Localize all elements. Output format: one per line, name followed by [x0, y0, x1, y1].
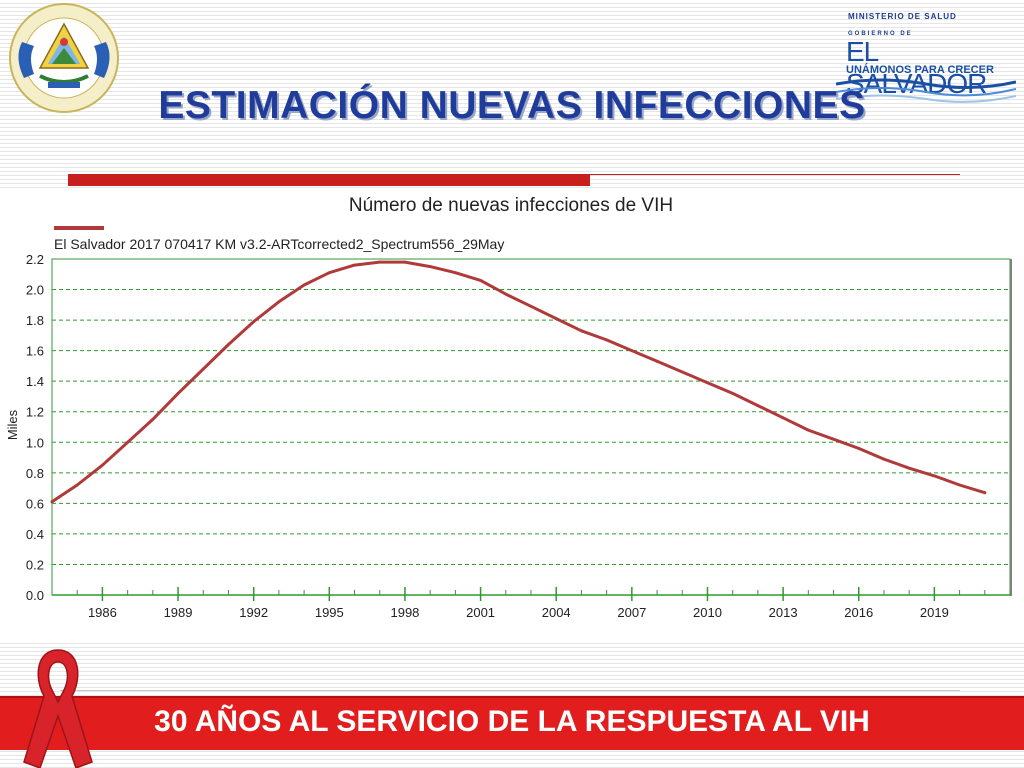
data-point	[680, 370, 684, 374]
x-tick-label: 1998	[390, 605, 419, 620]
data-point	[302, 283, 306, 287]
data-point	[655, 359, 659, 363]
y-tick-label: 0.0	[26, 588, 44, 603]
data-point	[983, 491, 987, 495]
x-tick-label: 2016	[844, 605, 873, 620]
data-point	[176, 392, 180, 395]
legend-label: El Salvador 2017 070417 KM v3.2-ARTcorre…	[54, 236, 504, 252]
line-chart: Número de nuevas infecciones de VIH El S…	[5, 195, 1012, 620]
data-point	[781, 416, 785, 420]
data-point	[504, 292, 508, 296]
el-salvador-seal-logo	[9, 3, 119, 113]
series-line	[50, 260, 987, 504]
x-tick-label: 1989	[164, 605, 193, 620]
x-tick-label: 2004	[542, 605, 571, 620]
data-point	[50, 500, 54, 504]
data-point	[630, 349, 634, 353]
y-tick-label: 1.6	[26, 344, 44, 359]
chart-title: Número de nuevas infecciones de VIH	[349, 195, 673, 216]
data-point	[806, 428, 810, 432]
waves-icon	[836, 78, 1016, 103]
y-tick-label: 0.2	[26, 557, 44, 572]
data-point	[277, 300, 281, 304]
data-point	[529, 304, 533, 308]
data-point	[403, 260, 407, 264]
y-tick-label: 0.6	[26, 496, 44, 511]
data-point	[227, 343, 230, 346]
y-tick-label: 1.0	[26, 435, 44, 450]
data-point	[882, 457, 886, 461]
data-point	[731, 392, 735, 395]
data-point	[580, 329, 583, 333]
plot-area	[51, 258, 1011, 596]
data-point	[857, 446, 861, 450]
x-tick-label: 2010	[693, 605, 722, 620]
data-point	[958, 483, 961, 487]
y-axis-label: Miles	[5, 409, 20, 440]
title-underline-bar	[68, 174, 590, 186]
government-logo: MINISTERIO DE SALUD GOBIERNO DE EL SALVA…	[836, 6, 1016, 106]
footer-banner	[0, 696, 1024, 750]
y-tick-label: 2.0	[26, 283, 44, 298]
footer-divider	[60, 690, 960, 691]
data-point	[378, 260, 382, 264]
data-point	[453, 271, 457, 275]
x-tick-label: 1986	[88, 605, 117, 620]
data-point	[554, 317, 558, 320]
data-point	[75, 483, 79, 487]
y-tick-label: 0.4	[26, 527, 44, 542]
data-point	[327, 271, 331, 275]
data-point	[126, 440, 130, 444]
slide-title: ESTIMACIÓN NUEVAS INFECCIONES	[158, 84, 866, 127]
data-point	[428, 265, 432, 269]
data-point	[353, 263, 356, 267]
red-ribbon-icon	[23, 649, 93, 768]
x-tick-label: 2019	[920, 605, 949, 620]
data-point	[201, 367, 205, 371]
data-point	[151, 417, 155, 421]
data-point	[252, 320, 256, 324]
gov-slogan-label: UNÁMONOS PARA CRECER	[846, 64, 994, 76]
data-point	[479, 278, 482, 282]
data-point	[605, 338, 609, 342]
data-point	[756, 404, 760, 408]
x-tick-label: 1992	[239, 605, 268, 620]
data-point	[932, 474, 936, 478]
y-tick-label: 1.4	[26, 374, 44, 389]
x-tick-label: 2013	[769, 605, 798, 620]
x-tick-label: 2001	[466, 605, 495, 620]
data-point	[832, 437, 835, 441]
data-point	[907, 466, 911, 470]
chart-panel: Número de nuevas infecciones de VIH El S…	[0, 188, 1024, 640]
gov-prefix-label: GOBIERNO DE	[848, 31, 913, 37]
y-tick-label: 1.8	[26, 313, 44, 328]
y-tick-label: 0.8	[26, 466, 44, 481]
y-tick-label: 2.2	[26, 252, 44, 267]
data-point	[706, 381, 709, 385]
x-tick-label: 1995	[315, 605, 344, 620]
title-underline-line	[590, 174, 960, 175]
y-tick-label: 1.2	[26, 405, 44, 420]
gov-ministry-label: MINISTERIO DE SALUD	[848, 12, 957, 21]
footer-banner-text: 30 AÑOS AL SERVICIO DE LA RESPUESTA AL V…	[154, 705, 870, 738]
data-point	[101, 463, 104, 467]
x-tick-label: 2007	[617, 605, 646, 620]
